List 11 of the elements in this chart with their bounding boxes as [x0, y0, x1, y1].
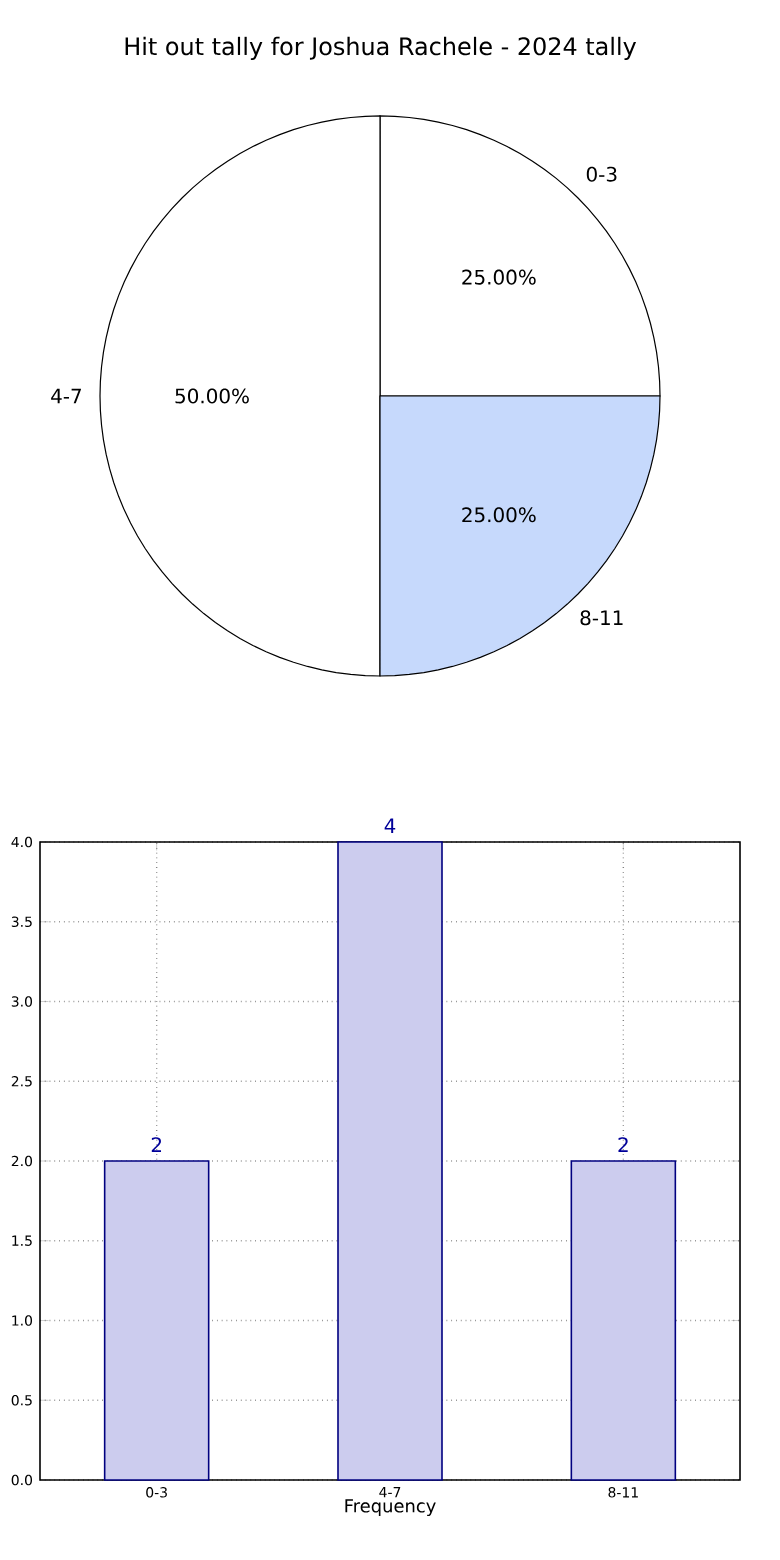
slice-label: 8-11 [580, 610, 623, 626]
slice-label: 0-3 [586, 166, 617, 182]
data-label: 2 [618, 1137, 628, 1152]
x-axis-title: Frequency [345, 1499, 436, 1517]
chart-title: Hit out tally for Joshua Rachele - 2024 tally [125, 36, 637, 60]
data-label: 2 [151, 1137, 162, 1152]
slice-label: 4-7 [51, 388, 81, 404]
data-label: 25.00% [462, 269, 536, 285]
data-label: 25.00% [462, 507, 536, 523]
data-label: 50.00% [175, 388, 249, 404]
data-label: 4 [384, 818, 396, 833]
